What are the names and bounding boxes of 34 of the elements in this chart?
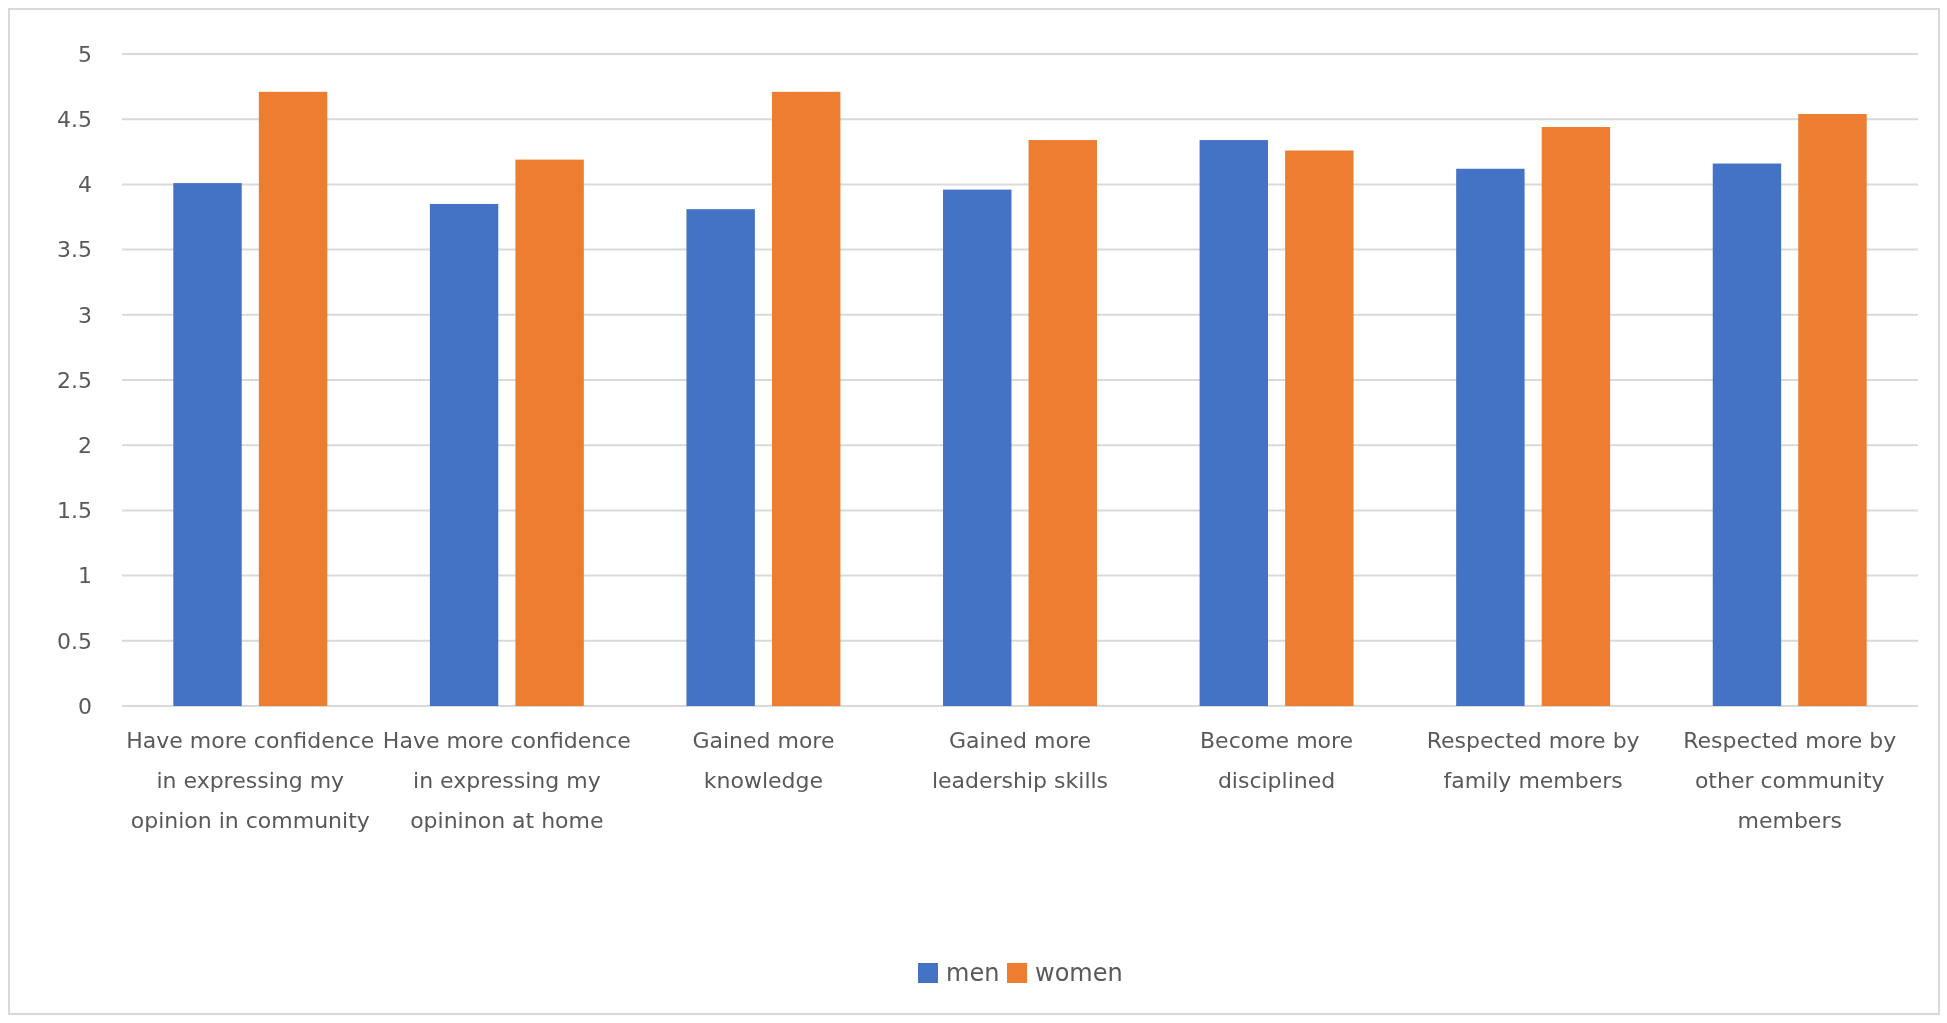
x-tick-label: Have more confidence in expressing my opininon at home: [382, 728, 631, 833]
bar: [1028, 140, 1097, 706]
bar: [1285, 150, 1354, 706]
bar: [1712, 163, 1782, 706]
y-tick-label: 4: [78, 172, 92, 198]
bar: [1798, 113, 1867, 706]
y-tick-label: 0.5: [57, 628, 92, 654]
bar: [173, 183, 242, 706]
x-tick-label: Become more disciplined: [1200, 728, 1354, 793]
y-tick-label: 5: [78, 41, 92, 67]
bar: [258, 91, 328, 706]
y-tick-label: 1: [78, 563, 92, 589]
x-tick-label: Have more confidence in expressing my opinion in community: [126, 728, 375, 833]
y-tick-label: 3.5: [57, 237, 92, 263]
bar: [515, 159, 584, 706]
y-tick-label: 2.5: [57, 367, 92, 393]
legend-label: men: [946, 959, 1000, 988]
bar: [686, 209, 755, 706]
x-tick-label: Respected more by family members: [1426, 728, 1640, 793]
x-tick-label: Gained more leadership skills: [931, 728, 1109, 793]
y-tick-label: 0: [78, 693, 92, 719]
y-tick-label: 2: [78, 432, 92, 458]
bar: [771, 91, 841, 706]
legend-label: women: [1035, 959, 1123, 988]
bar: [429, 203, 499, 706]
y-tick-label: 3: [78, 302, 92, 328]
bar: [943, 189, 1012, 706]
bar: [1199, 140, 1269, 706]
bar: [1541, 127, 1611, 706]
y-tick-label: 1.5: [57, 498, 92, 524]
x-tick-label: Respected more by other community members: [1683, 728, 1897, 833]
y-tick-label: 4.5: [57, 106, 92, 132]
bar: [1456, 168, 1525, 706]
x-tick-label: Gained more knowledge: [692, 728, 835, 793]
